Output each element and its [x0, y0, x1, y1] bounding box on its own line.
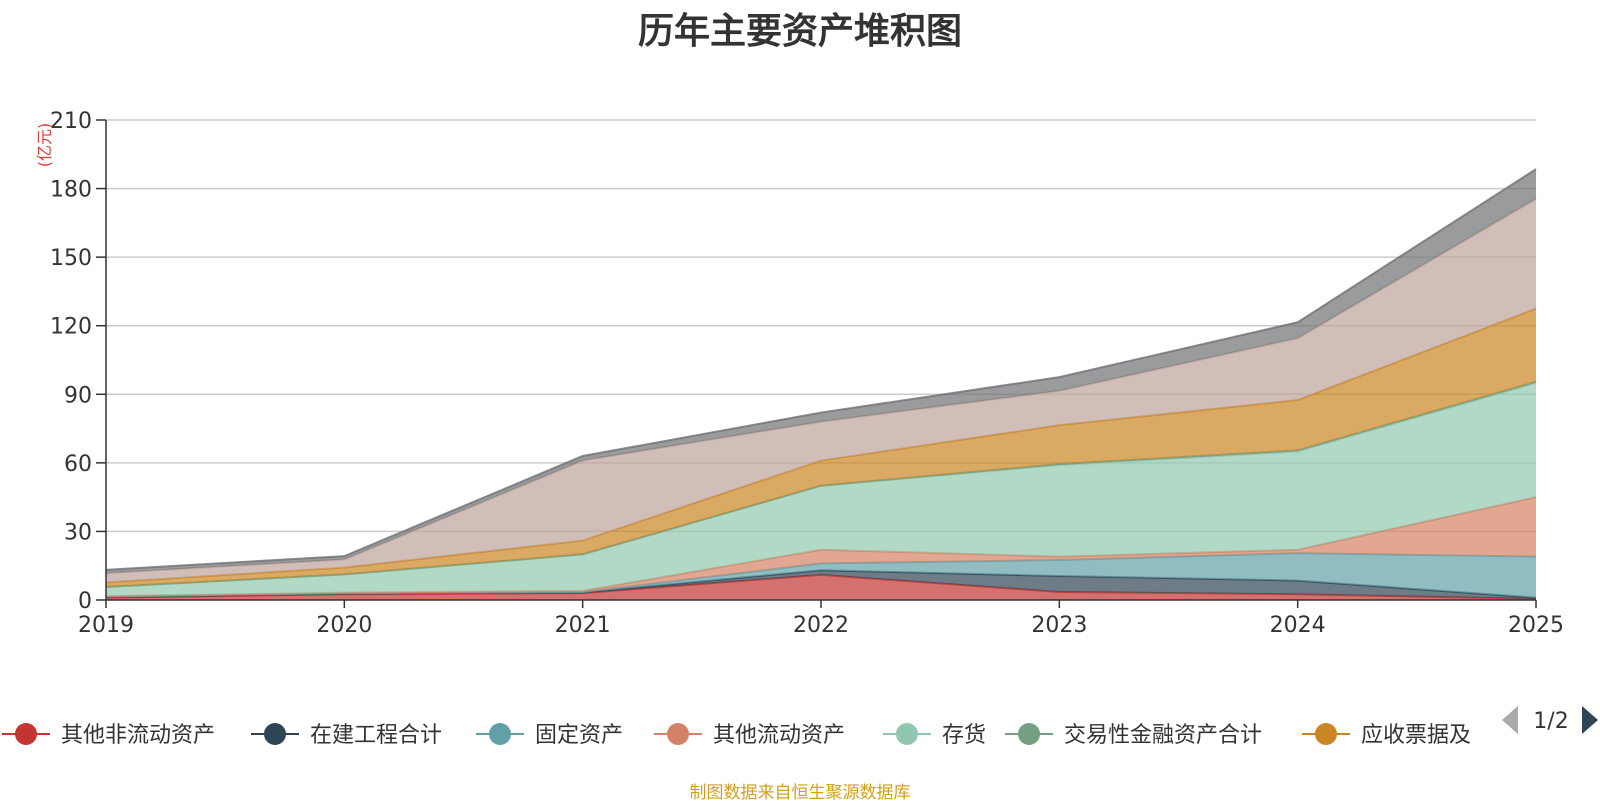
- legend-label: 交易性金融资产合计: [1064, 723, 1262, 748]
- y-axis-unit-label: (亿元): [35, 123, 54, 168]
- legend-label: 在建工程合计: [310, 723, 442, 748]
- legend-label: 其他非流动资产: [61, 723, 215, 748]
- area-series-3: [106, 553, 1536, 598]
- x-tick-label: 2020: [316, 613, 372, 638]
- legend-marker-icon: [489, 723, 511, 745]
- chart-title: 历年主要资产堆积图: [637, 11, 962, 52]
- legend-pager: 1/2: [1502, 706, 1598, 734]
- legend-item[interactable]: 应收票据及: [1302, 723, 1471, 748]
- legend-marker-icon: [1315, 723, 1337, 745]
- y-tick-label: 180: [50, 178, 92, 203]
- x-tick-label: 2025: [1508, 613, 1564, 638]
- legend-marker-icon: [896, 723, 918, 745]
- x-tick-label: 2024: [1270, 613, 1326, 638]
- legend-marker-icon: [264, 723, 286, 745]
- legend-item[interactable]: 存货: [883, 723, 986, 748]
- legend-item[interactable]: 交易性金融资产合计: [1005, 723, 1262, 748]
- x-tick-label: 2023: [1031, 613, 1087, 638]
- area-series-7: [106, 308, 1536, 587]
- legend-label: 应收票据及: [1361, 723, 1471, 748]
- legend-label: 其他流动资产: [713, 723, 845, 748]
- y-tick-label: 210: [50, 109, 92, 134]
- x-tick-label: 2022: [793, 613, 849, 638]
- legend-label: 固定资产: [535, 723, 623, 748]
- data-source-note: 制图数据来自恒生聚源数据库: [689, 783, 911, 803]
- y-tick-label: 60: [64, 452, 92, 477]
- x-tick-label: 2021: [555, 613, 611, 638]
- area-series-5: [106, 382, 1536, 597]
- area-series-8: [106, 198, 1536, 583]
- legend-marker-icon: [667, 723, 689, 745]
- legend-next-page-icon[interactable]: [1582, 706, 1598, 734]
- legend-prev-page-icon[interactable]: [1502, 706, 1518, 734]
- legend-marker-icon: [1018, 723, 1040, 745]
- area-series: [105, 168, 1537, 600]
- legend-item[interactable]: 其他非流动资产: [2, 723, 215, 748]
- y-tick-label: 150: [50, 246, 92, 271]
- axes: 0 30 60 90 120 150 180 210 2019 2020 2021 2022 2023 2…: [50, 109, 1564, 638]
- area-series-2: [106, 570, 1536, 599]
- legend-item[interactable]: 固定资产: [476, 723, 623, 748]
- x-tick-label: 2019: [78, 613, 134, 638]
- y-tick-label: 120: [50, 315, 92, 340]
- y-tick-label: 90: [64, 383, 92, 408]
- legend-item[interactable]: 其他流动资产: [654, 723, 845, 748]
- legend-page-indicator: 1/2: [1533, 709, 1568, 734]
- y-tick-label: 30: [64, 520, 92, 545]
- legend-label: 存货: [942, 723, 986, 748]
- y-tick-label: 0: [78, 589, 92, 614]
- area-series-9-line: [105, 168, 1537, 571]
- legend-marker-icon: [15, 723, 37, 745]
- legend[interactable]: 其他非流动资产 在建工程合计 固定资产 其他流动资产 存货 交易性金融资产合计 应收票据及: [2, 723, 1471, 748]
- legend-item[interactable]: 在建工程合计: [251, 723, 442, 748]
